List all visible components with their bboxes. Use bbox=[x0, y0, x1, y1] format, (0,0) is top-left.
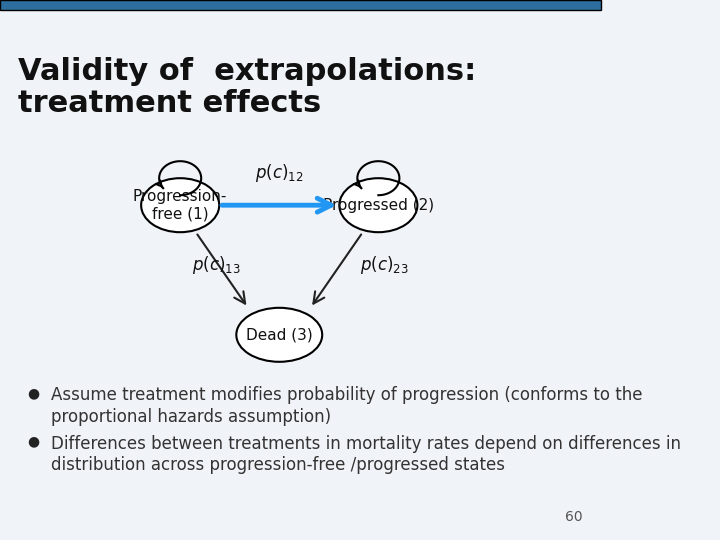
Text: distribution across progression-free /progressed states: distribution across progression-free /pr… bbox=[51, 456, 505, 474]
Text: Progression-
free (1): Progression- free (1) bbox=[133, 189, 228, 221]
Text: Dead (3): Dead (3) bbox=[246, 327, 312, 342]
Text: 60: 60 bbox=[565, 510, 582, 524]
Text: Validity of  extrapolations:: Validity of extrapolations: bbox=[18, 57, 476, 86]
FancyBboxPatch shape bbox=[0, 0, 600, 10]
Ellipse shape bbox=[141, 178, 219, 232]
Ellipse shape bbox=[339, 178, 418, 232]
Text: $p(c)_{13}$: $p(c)_{13}$ bbox=[192, 254, 241, 276]
Text: treatment effects: treatment effects bbox=[18, 89, 321, 118]
Text: $p(c)_{12}$: $p(c)_{12}$ bbox=[255, 161, 304, 184]
Text: Differences between treatments in mortality rates depend on differences in: Differences between treatments in mortal… bbox=[51, 435, 681, 453]
Text: proportional hazards assumption): proportional hazards assumption) bbox=[51, 408, 331, 426]
Text: Assume treatment modifies probability of progression (conforms to the: Assume treatment modifies probability of… bbox=[51, 386, 642, 404]
Text: $p(c)_{23}$: $p(c)_{23}$ bbox=[360, 254, 409, 276]
Text: Progressed (2): Progressed (2) bbox=[323, 198, 434, 213]
Text: ●: ● bbox=[27, 386, 39, 400]
Text: ●: ● bbox=[27, 435, 39, 449]
Ellipse shape bbox=[236, 308, 323, 362]
